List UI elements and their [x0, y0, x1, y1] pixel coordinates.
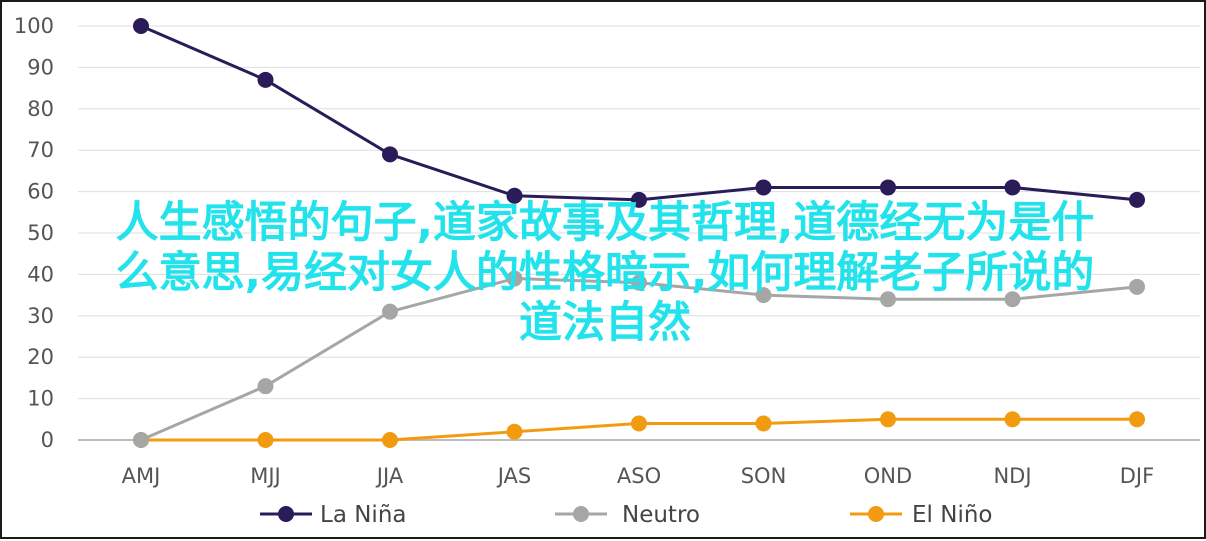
data-point: [1004, 411, 1021, 428]
y-tick-label: 70: [27, 138, 54, 162]
legend-item: Neutro: [555, 502, 700, 528]
data-point: [631, 191, 647, 208]
y-tick-label: 40: [27, 262, 54, 286]
y-tick-label: 20: [27, 345, 54, 369]
legend-label: La Niña: [320, 502, 407, 528]
x-tick-label: NDJ: [993, 464, 1031, 488]
overlay-caption: 人生感悟的句子,道家故事及其哲理,道德经无为是什 么意思,易经对女人的性格暗示,…: [8, 198, 1202, 348]
data-point: [755, 179, 772, 196]
data-point: [257, 432, 274, 448]
y-axis-tick-labels: 0 10 20 30 40 50 60 70 80 90 100: [14, 14, 54, 452]
y-tick-label: 30: [27, 304, 54, 328]
legend-item: El Niño: [850, 502, 992, 528]
data-point: [1129, 411, 1145, 428]
legend-label: Neutro: [622, 502, 700, 528]
x-tick-label: JAS: [496, 464, 532, 488]
overlay-line-2: 么意思,易经对女人的性格暗示,如何理解老子所说的: [115, 248, 1095, 298]
data-point: [631, 274, 647, 291]
overlay-line-1: 人生感悟的句子,道家故事及其哲理,道德经无为是什: [115, 198, 1095, 248]
x-tick-label: MJJ: [250, 464, 281, 488]
series-el-ni-o: [133, 411, 1145, 448]
data-point: [382, 146, 398, 163]
x-tick-label: JJA: [375, 464, 404, 488]
gridlines: [78, 25, 1200, 441]
series-lines: [133, 18, 1145, 448]
legend-swatch-marker: [573, 506, 589, 522]
data-point: [880, 411, 896, 428]
series-line: [140, 24, 1138, 202]
x-axis-tick-labels: AMJ MJJ JJA JAS ASO SON OND NDJ DJF: [122, 464, 1155, 488]
data-point: [133, 432, 149, 448]
data-point: [880, 179, 896, 196]
y-tick-label: 0: [41, 428, 54, 452]
y-tick-label: 10: [27, 387, 54, 411]
data-point: [257, 378, 274, 395]
data-point: [1004, 291, 1021, 308]
data-point: [506, 187, 523, 204]
data-point: [382, 303, 398, 320]
data-point: [755, 415, 772, 432]
legend-swatch-marker: [868, 506, 884, 522]
data-point: [257, 71, 274, 88]
y-tick-label: 80: [27, 97, 54, 121]
legend-item: La Niña: [260, 502, 407, 528]
x-tick-label: AMJ: [122, 464, 161, 488]
data-point: [133, 18, 149, 34]
data-point: [755, 287, 772, 304]
y-tick-label: 90: [27, 55, 54, 79]
data-point: [382, 432, 398, 448]
x-tick-label: ASO: [617, 464, 661, 488]
y-tick-label: 100: [14, 14, 54, 38]
data-point: [631, 415, 647, 432]
series-neutro: [133, 270, 1145, 448]
overlay-line-3: 道法自然: [519, 298, 691, 348]
y-tick-label: 50: [27, 221, 54, 245]
y-tick-label: 60: [27, 180, 54, 204]
data-point: [506, 270, 523, 287]
legend: La Niña Neutro El Niño: [260, 502, 992, 528]
legend-swatch-marker: [278, 506, 294, 522]
legend-label: El Niño: [912, 502, 992, 528]
data-point: [506, 423, 523, 440]
x-tick-label: DJF: [1120, 464, 1154, 488]
data-point: [1004, 179, 1021, 196]
data-point: [1129, 278, 1145, 295]
x-tick-label: OND: [864, 464, 912, 488]
data-point: [880, 291, 896, 308]
x-tick-label: SON: [741, 464, 787, 488]
data-point: [1129, 191, 1145, 208]
series-la-ni-a: [133, 18, 1145, 208]
